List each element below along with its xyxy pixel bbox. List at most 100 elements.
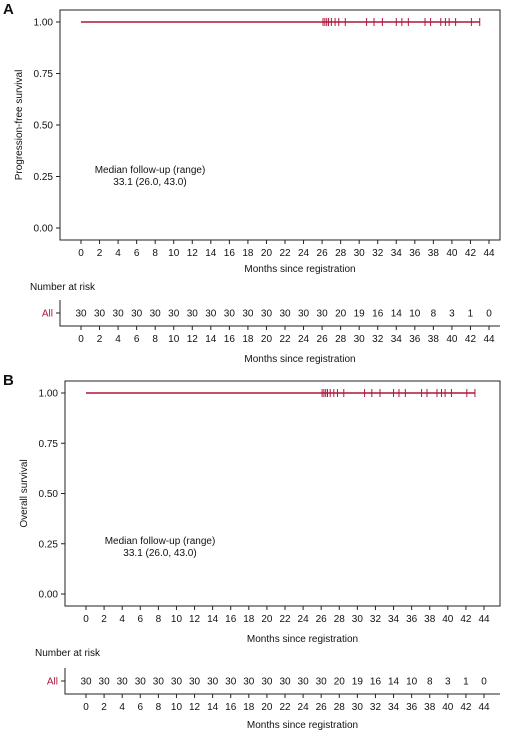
chart2-x-tick-label: 34: [388, 614, 400, 625]
chart1-risk-x-tick-label: 0: [78, 334, 84, 345]
chart1-risk-count: 30: [317, 309, 329, 320]
chart2-risk-count: 30: [171, 677, 183, 688]
chart1-risk-count: 20: [335, 309, 347, 320]
chart1-risk-count: 1: [468, 309, 474, 320]
chart2-risk-count: 30: [135, 677, 147, 688]
chart1-x-tick-label: 8: [152, 248, 158, 259]
chart1-y-tick-label: 1.00: [34, 18, 54, 29]
chart2-x-axis-label: Months since registration: [247, 634, 358, 645]
chart1-x-axis-label: Months since registration: [244, 264, 355, 275]
chart1-risk-x-tick-label: 28: [335, 334, 347, 345]
chart2-risk-x-tick-label: 4: [119, 702, 125, 713]
chart1-x-tick-label: 12: [187, 248, 199, 259]
chart2-x-tick-label: 44: [478, 614, 490, 625]
chart2-risk-count: 30: [207, 677, 219, 688]
chart1-risk-count: 30: [131, 309, 143, 320]
chart2-risk-x-tick-label: 2: [101, 702, 107, 713]
chart1-risk-x-tick-label: 38: [428, 334, 440, 345]
chart2-risk-x-tick-label: 24: [298, 702, 310, 713]
chart1-x-tick-label: 16: [224, 248, 236, 259]
chart1-risk-count: 30: [75, 309, 87, 320]
chart2-risk-count: 16: [370, 677, 382, 688]
chart1-risk-x-tick-label: 12: [187, 334, 199, 345]
chart1-risk-count: 30: [187, 309, 199, 320]
chart1-y-tick-label: 0.25: [34, 172, 54, 183]
chart2-y-tick-label: 0.25: [39, 539, 59, 550]
chart2-x-tick-label: 26: [316, 614, 328, 625]
chart2-x-tick-label: 36: [406, 614, 418, 625]
chart2-risk-count: 30: [261, 677, 273, 688]
chart1-risk-x-tick-label: 44: [483, 334, 495, 345]
chart1-risk-count: 30: [94, 309, 106, 320]
chart1-x-tick-label: 28: [335, 248, 347, 259]
chart2-risk-x-tick-label: 16: [225, 702, 237, 713]
chart1-risk-x-tick-label: 40: [446, 334, 458, 345]
chart2-x-tick-label: 32: [370, 614, 382, 625]
chart2-risk-x-tick-label: 38: [424, 702, 436, 713]
chart1-x-tick-label: 26: [317, 248, 329, 259]
chart1-annotation-line1: Median follow-up (range): [95, 165, 206, 176]
chart1-risk-x-tick-label: 20: [261, 334, 273, 345]
chart2-risk-count: 30: [316, 677, 328, 688]
chart2-risk-x-tick-label: 20: [261, 702, 273, 713]
chart2-risk-x-tick-label: 6: [137, 702, 143, 713]
chart2-risk-count: 30: [279, 677, 291, 688]
chart1-y-tick-label: 0.50: [34, 121, 54, 132]
chart1-risk-x-tick-label: 22: [279, 334, 291, 345]
chart2-risk-group-label: All: [47, 677, 58, 688]
chart2-risk-count: 19: [352, 677, 364, 688]
chart1-risk-count: 0: [486, 309, 492, 320]
chart1-risk-count: 16: [372, 309, 384, 320]
chart2-x-tick-label: 40: [442, 614, 454, 625]
chart2-risk-x-tick-label: 32: [370, 702, 382, 713]
chart1-x-tick-label: 30: [354, 248, 366, 259]
chart1-risk-count: 30: [279, 309, 291, 320]
chart1-risk-x-tick-label: 10: [168, 334, 180, 345]
chart2-plot-frame: [64, 380, 501, 607]
chart2-annotation-line2: 33.1 (26.0, 43.0): [123, 548, 196, 559]
chart2-risk-count: 0: [481, 677, 487, 688]
chart2-risk-count: 3: [445, 677, 451, 688]
chart2-risk-count: 10: [406, 677, 418, 688]
chart1-risk-x-tick-label: 8: [152, 334, 158, 345]
chart1-risk-count: 30: [113, 309, 125, 320]
chart1-risk-x-tick-label: 6: [134, 334, 140, 345]
chart2-risk-count: 30: [153, 677, 165, 688]
chart2-x-tick-label: 28: [334, 614, 346, 625]
chart1-x-tick-label: 34: [391, 248, 403, 259]
chart1-x-tick-label: 2: [97, 248, 103, 259]
chart2-x-tick-label: 12: [189, 614, 201, 625]
chart1-risk-x-tick-label: 14: [205, 334, 217, 345]
chart1-y-tick-label: 0.00: [34, 224, 54, 235]
chart2-x-tick-label: 42: [460, 614, 472, 625]
chart1-risk-count: 8: [431, 309, 437, 320]
chart2-x-tick-label: 38: [424, 614, 436, 625]
chart2-y-tick-label: 0.50: [39, 489, 59, 500]
chart1-risk-count: 30: [224, 309, 236, 320]
chart1-x-tick-label: 42: [465, 248, 477, 259]
chart1-x-tick-label: 0: [78, 248, 84, 259]
chart1-x-tick-label: 14: [205, 248, 217, 259]
chart2-y-tick-label: 0.00: [39, 590, 59, 601]
chart2-x-tick-label: 14: [207, 614, 219, 625]
chart1-risk-x-tick-label: 2: [97, 334, 103, 345]
chart2-risk-x-axis-label: Months since registration: [247, 720, 358, 731]
chart1-x-tick-label: 4: [115, 248, 121, 259]
chart1-x-tick-label: 6: [134, 248, 140, 259]
chart2-risk-x-tick-label: 34: [388, 702, 400, 713]
chart1-risk-x-tick-label: 26: [317, 334, 329, 345]
chart1-risk-count: 30: [298, 309, 310, 320]
chart2-risk-x-tick-label: 44: [478, 702, 490, 713]
chart1-x-tick-label: 18: [242, 248, 254, 259]
chart1-annotation-line2: 33.1 (26.0, 43.0): [113, 177, 186, 188]
chart2-risk-x-tick-label: 18: [243, 702, 255, 713]
chart2-risk-count: 8: [427, 677, 433, 688]
chart2-annotation-line1: Median follow-up (range): [105, 536, 216, 547]
chart1-risk-x-tick-label: 34: [391, 334, 403, 345]
chart2-risk-x-tick-label: 22: [279, 702, 291, 713]
chart2-risk-count: 30: [80, 677, 92, 688]
chart2-risk-x-tick-label: 0: [83, 702, 89, 713]
chart1-x-tick-label: 20: [261, 248, 273, 259]
chart2-x-tick-label: 2: [101, 614, 107, 625]
